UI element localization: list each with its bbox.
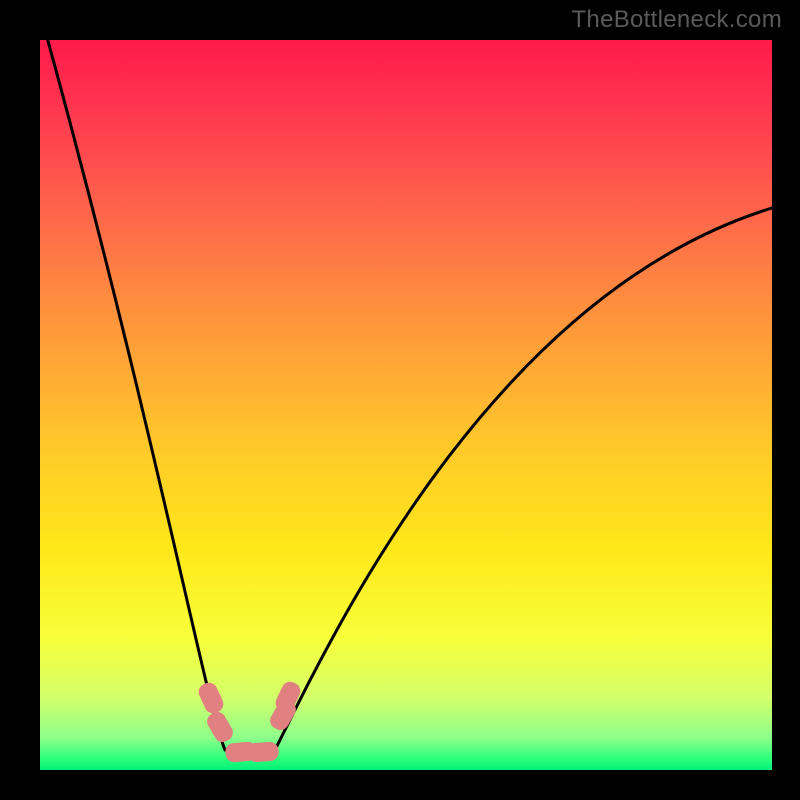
watermark-label: TheBottleneck.com	[571, 6, 782, 34]
chart-container: TheBottleneck.com	[0, 0, 800, 800]
chart-svg	[0, 0, 800, 800]
curve-marker	[247, 742, 278, 762]
gradient-background	[40, 40, 772, 770]
